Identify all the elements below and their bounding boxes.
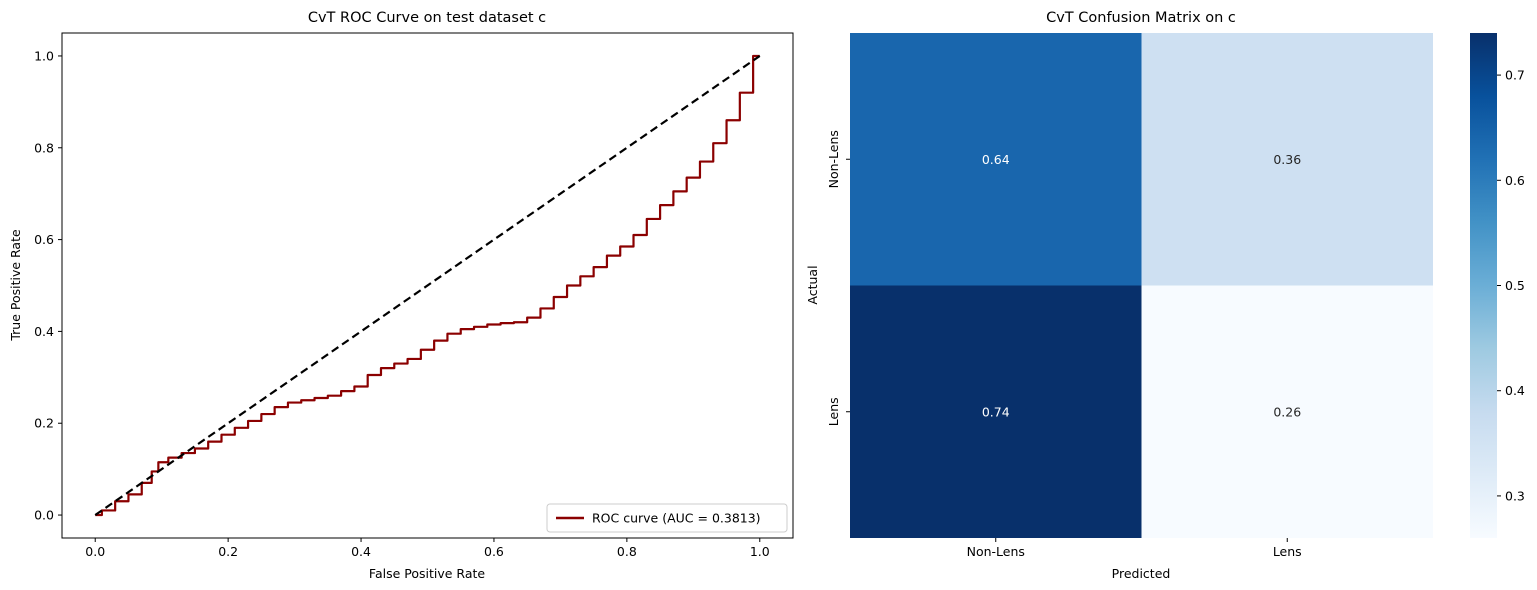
roc-legend-label: ROC curve (AUC = 0.3813) xyxy=(592,511,761,526)
roc-y-axis-label: True Positive Rate xyxy=(8,229,23,342)
roc-y-tick-label: 0.6 xyxy=(34,232,54,247)
colorbar-tick-label: 0.6 xyxy=(1505,173,1525,188)
roc-y-tick-label: 0.8 xyxy=(34,140,54,155)
heatmap-cell-label: 0.26 xyxy=(1273,404,1301,419)
roc-axis-ticks: 0.0 0.2 0.4 0.6 0.8 1.0 0.0 0.2 0.4 0.6 0.8 1.0 xyxy=(34,48,770,559)
heatmap-axis-ticks: Non-Lens Lens Non-Lens Lens xyxy=(826,130,1302,559)
confusion-matrix-chart: CvT Confusion Matrix on c 0.64 0.360.74 0.… xyxy=(805,10,1525,581)
roc-y-tick-label: 0.2 xyxy=(34,416,54,431)
roc-y-tick-label: 0.4 xyxy=(34,324,54,339)
heatmap-y-axis-label: Actual xyxy=(805,265,820,304)
heatmap-cell-label: 0.64 xyxy=(982,152,1010,167)
heatmap-cell xyxy=(1141,285,1433,538)
heatmap-cell-label: 0.74 xyxy=(982,404,1010,419)
roc-chart: CvT ROC Curve on test dataset c 0.0 0.2 0.… xyxy=(8,10,794,581)
heatmap-y-tick-label: Non-Lens xyxy=(826,130,841,188)
roc-x-tick-label: 0.4 xyxy=(351,544,371,559)
roc-x-tick-label: 0.2 xyxy=(218,544,238,559)
colorbar-tick-label: 0.5 xyxy=(1505,278,1525,293)
heatmap-cells: 0.64 0.36 0.74 0.26 xyxy=(850,33,1433,538)
roc-legend: ROC curve (AUC = 0.3813) xyxy=(546,503,788,533)
roc-x-axis-label: False Positive Rate xyxy=(369,566,485,581)
heatmap-cell xyxy=(850,285,1142,538)
heatmap-cell xyxy=(850,33,1142,286)
roc-curve-line xyxy=(95,54,760,517)
colorbar-tick-label: 0.7 xyxy=(1505,68,1525,83)
heatmap-cell xyxy=(1141,33,1433,286)
roc-x-tick-label: 1.0 xyxy=(750,544,770,559)
roc-y-tick-label: 0.0 xyxy=(34,508,54,523)
colorbar-ticks: 0.3 0.4 0.5 0.6 0.7 xyxy=(1497,68,1525,503)
heatmap-y-tick-label: Lens xyxy=(826,397,841,426)
heatmap-x-tick-label: Non-Lens xyxy=(967,544,1025,559)
roc-x-tick-label: 0.8 xyxy=(617,544,637,559)
roc-chance-line xyxy=(94,55,761,516)
roc-series-group xyxy=(94,54,761,517)
heatmap-x-axis-label: Predicted xyxy=(1112,566,1171,581)
heatmap-x-tick-label: Lens xyxy=(1273,544,1302,559)
roc-x-tick-label: 0.0 xyxy=(85,544,105,559)
colorbar-tick-label: 0.3 xyxy=(1505,488,1525,503)
colorbar xyxy=(1470,33,1497,538)
colorbar-tick-label: 0.4 xyxy=(1505,383,1525,398)
roc-y-tick-label: 1.0 xyxy=(34,48,54,63)
roc-plot-frame xyxy=(61,32,794,539)
roc-chart-title: CvT ROC Curve on test dataset c xyxy=(308,10,546,26)
roc-x-tick-label: 0.6 xyxy=(484,544,504,559)
heatmap-cell-label: 0.36 xyxy=(1273,152,1301,167)
confusion-matrix-title: CvT Confusion Matrix on c xyxy=(1046,10,1236,26)
roc-legend-box xyxy=(546,503,788,533)
